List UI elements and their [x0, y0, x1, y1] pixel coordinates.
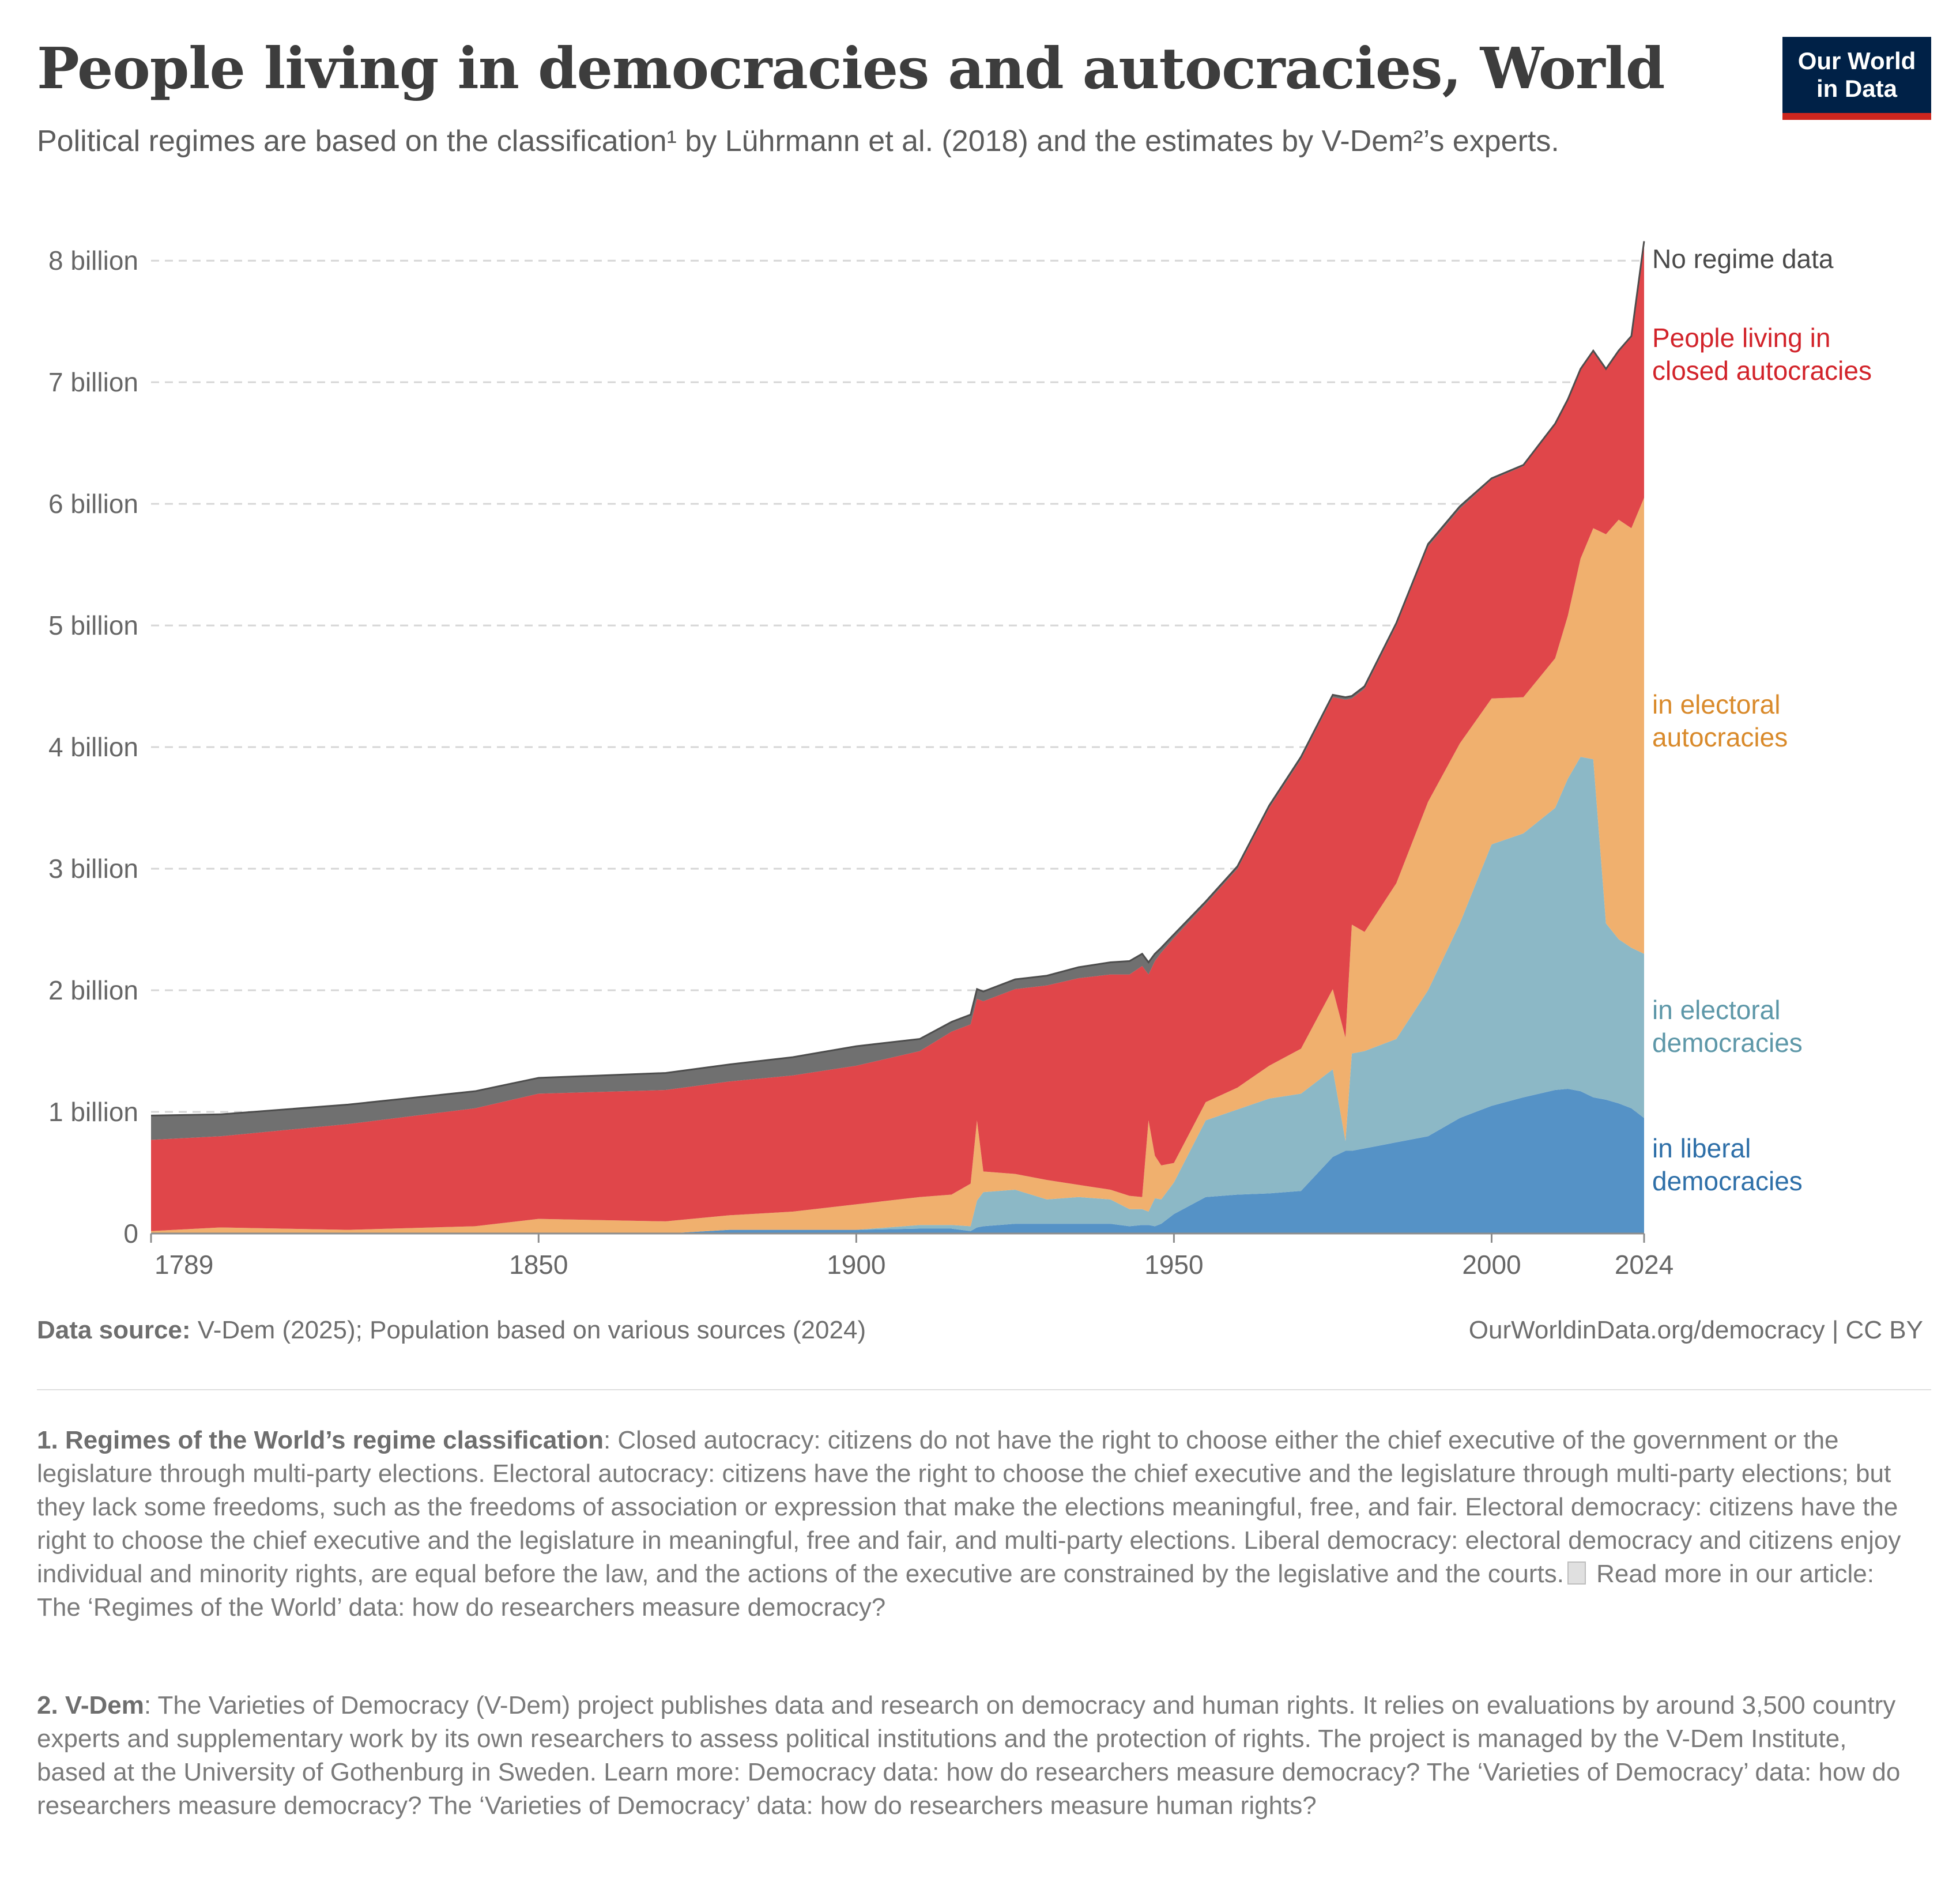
logo-line-1: Our World: [1797, 47, 1916, 74]
x-axis: 1789 1850 1900 1950 2000 2024: [150, 1232, 1673, 1280]
stacked-areas[interactable]: [150, 241, 1645, 1234]
owid-logo[interactable]: Our World in Data: [1782, 37, 1931, 120]
data-source-label: Data source:: [37, 1316, 191, 1344]
footer-divider: [37, 1389, 1931, 1390]
data-source-text: V-Dem (2025); Population based on variou…: [190, 1316, 866, 1344]
y-tick-label: 3 billion: [48, 854, 138, 884]
footnote-1-text: : Closed autocracy: citizens do not have…: [37, 1426, 1901, 1588]
label-no-regime: No regime data: [1652, 244, 1834, 274]
label-electoral-autocracies-1: in electoral: [1652, 689, 1780, 719]
y-tick-label: 6 billion: [48, 489, 138, 519]
x-tick-label: 1950: [1144, 1250, 1203, 1280]
label-liberal-democracies-1: in liberal: [1652, 1133, 1751, 1163]
y-tick-label: 2 billion: [48, 975, 138, 1005]
y-tick-label: 4 billion: [48, 732, 138, 762]
x-tick-label: 1850: [509, 1250, 568, 1280]
area-closed-autocracies[interactable]: [151, 242, 1644, 1231]
y-tick-label: 1 billion: [48, 1097, 138, 1127]
y-tick-label: 7 billion: [48, 367, 138, 397]
footnote-1-read-more[interactable]: Read more in our article: The ‘Regimes o…: [37, 1560, 1874, 1621]
footnote-2: 2. V-Dem: The Varieties of Democracy (V-…: [37, 1689, 1905, 1823]
area-electoral-democracies[interactable]: [151, 756, 1644, 1234]
logo-line-2: in Data: [1816, 75, 1898, 102]
chart-subtitle: Political regimes are based on the class…: [37, 125, 1559, 158]
document-icon: [1567, 1561, 1586, 1585]
footnote-1: 1. Regimes of the World’s regime classif…: [37, 1424, 1905, 1624]
y-axis: 0 1 billion 2 billion 3 billion 4 billion 5 b…: [48, 246, 138, 1248]
footnote-2-text: : The Varieties of Democracy (V-Dem) pro…: [37, 1691, 1901, 1820]
x-tick-label: 1900: [827, 1250, 885, 1280]
credit-link[interactable]: OurWorldinData.org/democracy | CC BY: [1468, 1316, 1923, 1344]
label-liberal-democracies-2: democracies: [1652, 1166, 1803, 1196]
label-closed-autocracies-2: closed autocracies: [1652, 356, 1872, 386]
label-electoral-democracies-2: democracies: [1652, 1028, 1803, 1058]
label-electoral-democracies-1: in electoral: [1652, 995, 1780, 1025]
area-liberal-democracies[interactable]: [151, 1088, 1644, 1234]
stacked-area-chart[interactable]: 0 1 billion 2 billion 3 billion 4 billion 5 b…: [0, 219, 1960, 1291]
label-electoral-autocracies-2: autocracies: [1652, 722, 1788, 752]
total-outline: [150, 241, 1645, 1116]
footnote-1-label: 1. Regimes of the World’s regime classif…: [37, 1426, 604, 1454]
y-tick-label: 5 billion: [48, 610, 138, 640]
footnote-2-label: 2. V-Dem: [37, 1691, 144, 1719]
y-tick-label: 8 billion: [48, 246, 138, 276]
chart-title: People living in democracies and autocra…: [37, 36, 1665, 102]
label-closed-autocracies-1: People living in: [1652, 323, 1830, 353]
data-source: Data source: V-Dem (2025); Population ba…: [37, 1316, 866, 1345]
x-tick-label: 2000: [1462, 1250, 1521, 1280]
series-labels: No regime data People living in closed a…: [1652, 244, 1872, 1196]
x-tick-label: 2024: [1615, 1250, 1673, 1280]
y-tick-label: 0: [123, 1219, 138, 1248]
x-tick-label: 1789: [154, 1250, 213, 1280]
